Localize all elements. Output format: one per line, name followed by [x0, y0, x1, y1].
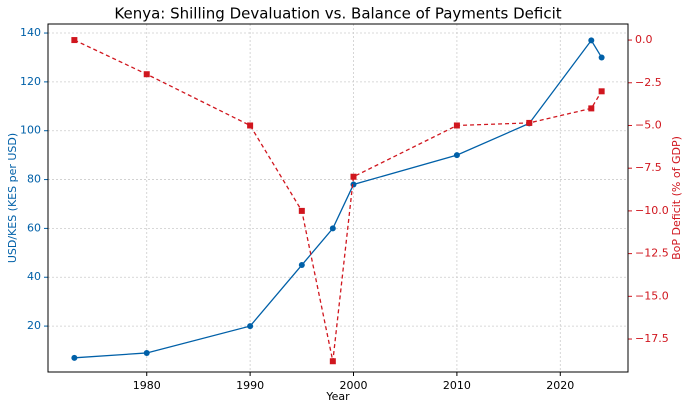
y2-tick-label: −10.0: [635, 204, 669, 217]
y2-tick-label: −12.5: [635, 247, 669, 260]
point: [453, 122, 460, 129]
point: [143, 71, 150, 78]
x-tick-label: 1980: [133, 379, 161, 392]
point: [526, 119, 533, 126]
y2-tick-label: −7.5: [635, 161, 662, 174]
point: [298, 262, 305, 269]
point: [588, 105, 595, 112]
point: [598, 54, 605, 61]
y2-tick-label: −5.0: [635, 118, 662, 131]
point: [598, 88, 605, 95]
y-tick-label: 100: [20, 124, 41, 137]
point: [329, 358, 336, 365]
point: [350, 173, 357, 180]
x-tick-label: 2000: [340, 379, 368, 392]
x-tick-label: 2010: [443, 379, 471, 392]
point: [143, 349, 150, 356]
y-tick-label: 20: [27, 319, 41, 332]
point: [247, 323, 254, 330]
y-axis-label: USD/KES (KES per USD): [6, 133, 19, 263]
y-tick-label: 60: [27, 221, 41, 234]
chart-title: Kenya: Shilling Devaluation vs. Balance …: [114, 5, 561, 23]
point: [588, 37, 595, 44]
point: [247, 122, 254, 129]
x-axis-label: Year: [325, 390, 350, 403]
point: [71, 354, 78, 361]
series-line: [74, 39, 603, 359]
series-line: [74, 39, 603, 362]
point: [350, 181, 357, 188]
y2-tick-label: 0.0: [635, 33, 653, 46]
y2-axis-label: BoP Deficit (% of GDP): [670, 136, 683, 260]
y2-tick-label: −2.5: [635, 76, 662, 89]
point: [329, 225, 336, 232]
point: [298, 207, 305, 214]
y-tick-label: 120: [20, 75, 41, 88]
x-tick-label: 1990: [236, 379, 264, 392]
x-tick-label: 2020: [546, 379, 574, 392]
y2-tick-label: −15.0: [635, 289, 669, 302]
y2-tick-label: −17.5: [635, 332, 669, 345]
y-tick-label: 40: [27, 270, 41, 283]
y-tick-label: 140: [20, 26, 41, 39]
point: [453, 152, 460, 159]
plot-frame: [47, 23, 629, 373]
y-tick-label: 80: [27, 173, 41, 186]
point: [71, 37, 78, 44]
